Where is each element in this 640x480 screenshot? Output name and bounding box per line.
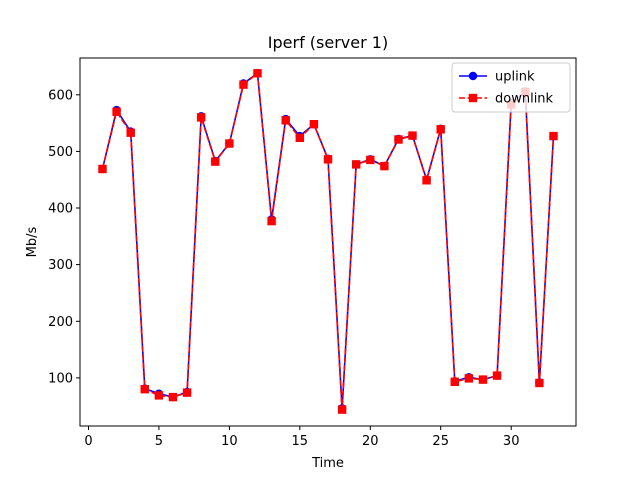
downlink-point [436,125,445,134]
downlink-point [478,375,488,384]
downlink-point [239,80,248,89]
downlink-point [295,133,304,142]
downlink-point [352,160,361,169]
legend-label-uplink: uplink [495,70,535,85]
y-tick-label: 100 [48,371,73,386]
y-tick-label: 400 [48,202,73,217]
legend-label-downlink: downlink [495,92,554,107]
downlink-point [197,113,206,122]
y-tick-label: 300 [48,258,73,273]
downlink-point [464,374,474,383]
downlink-point [549,131,558,141]
downlink-point [337,405,347,414]
downlink-point [535,378,544,388]
series-downlink [98,69,558,414]
downlink-point [112,107,121,116]
x-tick-label: 15 [292,434,309,449]
downlink-point [225,139,234,148]
downlink-point [211,157,220,166]
downlink-point [422,176,431,185]
downlink-point [380,161,389,171]
downlink-point [281,116,290,125]
legend-marker-downlink [468,93,478,103]
legend: uplink downlink [451,62,571,113]
chart-title: Iperf (server 1) [268,33,388,52]
downlink-point [394,135,403,144]
x-tick-label: 20 [362,434,379,449]
downlink-point [323,155,333,164]
downlink-point [267,216,276,226]
downlink-point [366,155,375,165]
y-tick-label: 200 [48,315,73,330]
x-tick-label: 30 [503,434,520,449]
downlink-point [126,128,135,137]
downlink-point [309,120,319,129]
downlink-point [98,164,107,174]
plot-frame [79,57,577,427]
x-axis-label: Time [311,456,344,471]
y-tick-label: 600 [48,88,73,103]
downlink-point [168,392,178,402]
y-ticks: 100 200 300 400 500 600 [48,88,80,386]
downlink-point [253,69,262,78]
y-tick-label: 500 [48,145,73,160]
x-tick-label: 10 [221,434,238,449]
y-axis-label: Mb/s [25,226,40,257]
plot-series [98,69,558,414]
downlink-point [154,391,164,400]
downlink-point [182,388,192,397]
x-tick-label: 25 [432,434,449,449]
x-tick-label: 0 [84,434,92,449]
downlink-point [140,385,149,394]
downlink-point [450,377,459,386]
legend-marker-uplink [468,71,478,81]
x-ticks: 0 5 10 15 20 25 30 [84,426,519,449]
downlink-point [408,131,417,140]
x-tick-label: 5 [155,434,163,449]
downlink-point [492,371,502,380]
